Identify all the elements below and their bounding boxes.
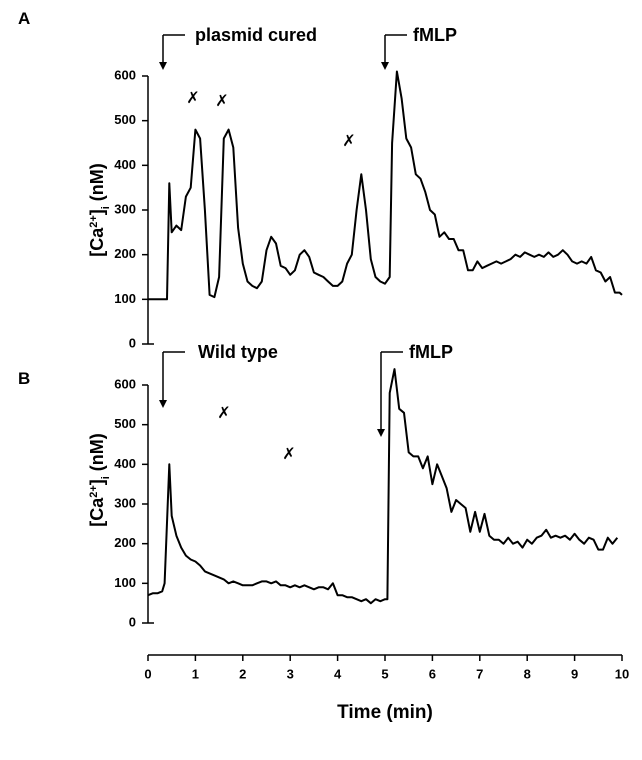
- y-tick-label: 400: [114, 157, 136, 172]
- x-tick-label: 5: [381, 666, 388, 681]
- y-tick-label: 100: [114, 291, 136, 306]
- y-label-sub: i: [100, 476, 112, 479]
- arrow-head: [159, 62, 167, 70]
- y-label-unit: (nM): [87, 163, 107, 201]
- y-tick-label: 0: [129, 335, 136, 350]
- x-tick-label: 8: [524, 666, 531, 681]
- x-tick-label: 7: [476, 666, 483, 681]
- x-mark: ✗: [282, 444, 295, 463]
- x-tick-label: 3: [287, 666, 294, 681]
- y-tick-label: 400: [114, 456, 136, 471]
- y-label-close: ]: [87, 209, 107, 215]
- x-mark: ✗: [217, 403, 230, 422]
- panel-label: A: [18, 9, 30, 28]
- x-mark: ✗: [342, 131, 355, 150]
- y-label-close: ]: [87, 479, 107, 485]
- y-tick-label: 500: [114, 112, 136, 127]
- y-tick-label: 600: [114, 67, 136, 82]
- y-label-unit: (nM): [87, 433, 107, 471]
- x-mark: ✗: [215, 91, 228, 110]
- x-tick-label: 10: [615, 666, 629, 681]
- y-tick-label: 500: [114, 416, 136, 431]
- y-label-sup: 2+: [88, 215, 100, 228]
- annotation: fMLP: [413, 25, 457, 45]
- y-tick-label: 0: [129, 614, 136, 629]
- arrow-head: [381, 62, 389, 70]
- y-tick-label: 200: [114, 535, 136, 550]
- y-tick-label: 200: [114, 246, 136, 261]
- y-label-sup: 2+: [88, 485, 100, 498]
- x-tick-label: 9: [571, 666, 578, 681]
- y-label-base: [Ca: [87, 227, 107, 257]
- y-tick-label: 100: [114, 575, 136, 590]
- y-tick-label: 600: [114, 376, 136, 391]
- y-tick-label: 300: [114, 201, 136, 216]
- y-tick-label: 300: [114, 495, 136, 510]
- y-label-base: [Ca: [87, 497, 107, 527]
- y-axis-label: [Ca2+]i (nM): [87, 163, 112, 257]
- panel-label: B: [18, 369, 30, 388]
- annotation: plasmid cured: [195, 25, 317, 45]
- y-label-sub: i: [100, 206, 112, 209]
- data-line: [148, 70, 623, 301]
- x-axis-label: Time (min): [337, 702, 433, 723]
- x-tick-label: 1: [192, 666, 199, 681]
- y-axis-label: [Ca2+]i (nM): [87, 433, 112, 527]
- x-tick-label: 6: [429, 666, 436, 681]
- arrow-head: [377, 429, 385, 437]
- arrow-head: [159, 400, 167, 408]
- x-tick-label: 4: [334, 666, 342, 681]
- annotation: fMLP: [409, 342, 453, 362]
- x-tick-label: 2: [239, 666, 246, 681]
- x-tick-label: 0: [144, 666, 151, 681]
- x-mark: ✗: [186, 88, 199, 107]
- data-line: [147, 368, 619, 605]
- annotation: Wild type: [198, 342, 278, 362]
